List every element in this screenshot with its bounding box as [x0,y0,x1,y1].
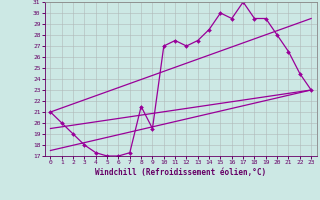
X-axis label: Windchill (Refroidissement éolien,°C): Windchill (Refroidissement éolien,°C) [95,168,266,177]
